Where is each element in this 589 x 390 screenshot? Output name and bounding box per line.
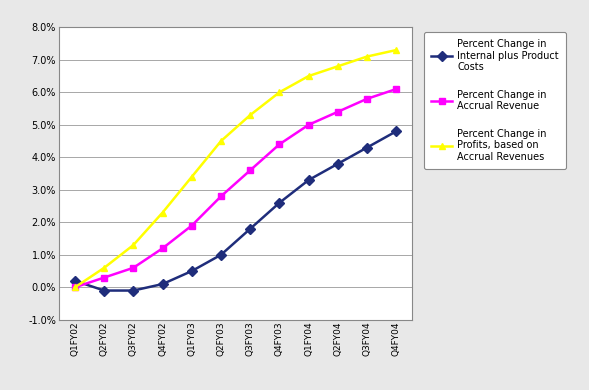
Percent Change in
Profits, based on
Accrual Revenues	[159, 210, 166, 215]
Percent Change in
Internal plus Product
Costs	[305, 178, 312, 183]
Line: Percent Change in
Internal plus Product
Costs: Percent Change in Internal plus Product …	[71, 128, 400, 294]
Legend: Percent Change in
Internal plus Product
Costs, Percent Change in
Accrual Revenue: Percent Change in Internal plus Product …	[424, 32, 565, 169]
Percent Change in
Accrual Revenue	[247, 168, 254, 173]
Percent Change in
Internal plus Product
Costs	[188, 269, 196, 273]
Percent Change in
Accrual Revenue	[101, 275, 108, 280]
Percent Change in
Profits, based on
Accrual Revenues	[71, 285, 78, 290]
Percent Change in
Profits, based on
Accrual Revenues	[101, 266, 108, 270]
Percent Change in
Internal plus Product
Costs	[393, 129, 400, 134]
Percent Change in
Internal plus Product
Costs	[130, 288, 137, 293]
Percent Change in
Profits, based on
Accrual Revenues	[217, 139, 224, 144]
Percent Change in
Internal plus Product
Costs	[71, 278, 78, 283]
Percent Change in
Internal plus Product
Costs	[276, 200, 283, 205]
Percent Change in
Internal plus Product
Costs	[159, 282, 166, 286]
Percent Change in
Accrual Revenue	[393, 87, 400, 91]
Line: Percent Change in
Profits, based on
Accrual Revenues: Percent Change in Profits, based on Accr…	[71, 46, 400, 291]
Percent Change in
Accrual Revenue	[159, 246, 166, 251]
Percent Change in
Profits, based on
Accrual Revenues	[247, 113, 254, 117]
Percent Change in
Accrual Revenue	[363, 96, 370, 101]
Percent Change in
Internal plus Product
Costs	[101, 288, 108, 293]
Percent Change in
Profits, based on
Accrual Revenues	[276, 90, 283, 95]
Percent Change in
Internal plus Product
Costs	[363, 145, 370, 150]
Percent Change in
Profits, based on
Accrual Revenues	[363, 54, 370, 59]
Line: Percent Change in
Accrual Revenue: Percent Change in Accrual Revenue	[71, 85, 400, 291]
Percent Change in
Profits, based on
Accrual Revenues	[130, 243, 137, 247]
Percent Change in
Internal plus Product
Costs	[247, 227, 254, 231]
Percent Change in
Internal plus Product
Costs	[217, 252, 224, 257]
Percent Change in
Accrual Revenue	[335, 110, 342, 114]
Percent Change in
Profits, based on
Accrual Revenues	[188, 174, 196, 179]
Percent Change in
Accrual Revenue	[305, 122, 312, 127]
Percent Change in
Internal plus Product
Costs	[335, 161, 342, 166]
Percent Change in
Profits, based on
Accrual Revenues	[335, 64, 342, 69]
Percent Change in
Profits, based on
Accrual Revenues	[305, 74, 312, 78]
Percent Change in
Accrual Revenue	[217, 194, 224, 199]
Percent Change in
Accrual Revenue	[130, 266, 137, 270]
Percent Change in
Profits, based on
Accrual Revenues	[393, 48, 400, 52]
Percent Change in
Accrual Revenue	[71, 285, 78, 290]
Percent Change in
Accrual Revenue	[188, 223, 196, 228]
Percent Change in
Accrual Revenue	[276, 142, 283, 147]
